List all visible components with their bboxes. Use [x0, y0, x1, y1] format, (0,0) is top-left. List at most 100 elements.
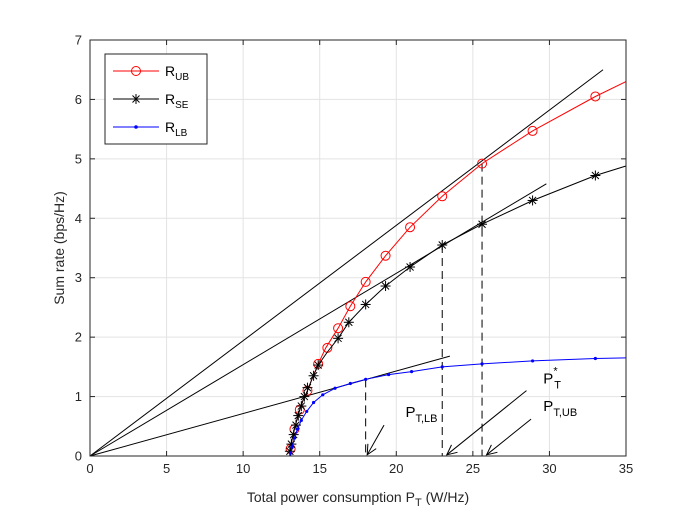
- marker-se-4: [293, 410, 304, 421]
- marker-se-17: [527, 195, 538, 206]
- marker-se-9-d2: [314, 361, 323, 369]
- y-tick-label-6: 6: [75, 92, 82, 107]
- x-tick-label-10: 10: [236, 461, 250, 476]
- marker-lb-11: [387, 372, 391, 377]
- plot-frame: [89, 39, 627, 457]
- label-pt-ub: PT,UB: [543, 398, 577, 419]
- marker-se-13-d2: [381, 282, 390, 290]
- x-tick-label-25: 25: [466, 461, 480, 476]
- label-pt-lb-main: P: [405, 404, 415, 421]
- arrow-se-head: [445, 444, 458, 456]
- legend-label-ub: RUB: [165, 63, 189, 83]
- y-tick-label-4: 4: [75, 211, 82, 226]
- label-pt-star-sub: T: [554, 379, 561, 391]
- marker-se-7: [302, 382, 313, 393]
- tangent-and-drop-lines: [89, 69, 604, 457]
- legend-label-se-sub: SE: [175, 100, 189, 111]
- marker-lb-7: [321, 393, 325, 397]
- marker-lb-10: [364, 377, 368, 381]
- arrow-ub-shaft: [486, 418, 532, 456]
- marker-lb-16: [593, 356, 597, 361]
- marker-ub-13: [527, 125, 538, 136]
- y-axis-label: Sum rate (bps/Hz): [51, 191, 67, 305]
- marker-ub-12: [477, 158, 488, 169]
- marker-lb-1: [290, 445, 294, 449]
- marker-se-14-d2: [406, 263, 414, 271]
- legend-marker-se: [131, 94, 141, 104]
- legend-entry-ub: RUB: [113, 63, 189, 83]
- arrow-se: [445, 390, 527, 456]
- marker-ub-9: [380, 250, 391, 261]
- marker-se-5-d2: [297, 402, 306, 410]
- marker-lb-13: [440, 365, 444, 369]
- arrow-lb-shaft: [366, 424, 385, 456]
- marker-se-16: [477, 219, 488, 230]
- arrow-lb: [366, 424, 385, 456]
- marker-se-15-d2: [438, 241, 447, 249]
- x-axis-label-tail: (W/Hz): [422, 489, 469, 505]
- x-tick-label-35: 35: [619, 461, 633, 476]
- legend-label-se: RSE: [165, 91, 189, 111]
- y-tick-label-5: 5: [75, 151, 82, 166]
- marker-se-6-d2: [300, 392, 309, 401]
- marker-lb-4: [299, 418, 303, 422]
- x-tick-label-5: 5: [163, 461, 170, 476]
- marker-se-18: [590, 170, 601, 181]
- marker-ub-6: [333, 323, 344, 334]
- label-pt-star-main: P: [543, 370, 553, 387]
- marker-lb-8: [333, 386, 337, 390]
- y-tick-label-3: 3: [75, 270, 82, 285]
- data-series: [284, 81, 627, 457]
- marker-lb-0: [289, 451, 293, 455]
- marker-lb-6: [311, 400, 316, 405]
- series-lb: [289, 356, 627, 457]
- marker-se-8: [308, 370, 319, 381]
- y-tick-label-7: 7: [75, 33, 82, 48]
- legend-label-ub-main: R: [165, 63, 175, 79]
- x-axis-label-main: Total power consumption P: [247, 489, 415, 505]
- marker-se-8-d2: [309, 371, 318, 380]
- x-tick-label-20: 20: [389, 461, 403, 476]
- marker-ub-10: [405, 222, 416, 233]
- marker-se-15: [437, 240, 448, 251]
- label-pt-ub-main: P: [543, 398, 553, 415]
- x-axis-ticks: 0 5 10 15 20 25 30 35: [86, 40, 633, 476]
- marker-se-10: [333, 333, 344, 344]
- marker-se-13: [380, 281, 391, 292]
- marker-se-3-d2: [292, 421, 300, 429]
- tangent-lb: [89, 355, 451, 457]
- legend-label-ub-sub: UB: [175, 72, 189, 83]
- marker-se-10-d2: [334, 334, 342, 343]
- marker-se-12: [360, 299, 371, 310]
- marker-se-12-d2: [361, 300, 370, 309]
- arrow-lb-head: [366, 443, 377, 456]
- legend-entry-se: RSE: [113, 91, 189, 111]
- marker-ub-7: [345, 301, 356, 312]
- annotation-arrows: [366, 390, 532, 456]
- label-pt-star: P* T: [543, 365, 561, 391]
- marker-ub-14: [590, 91, 601, 102]
- legend-label-lb-main: R: [165, 119, 175, 135]
- tangent-ub: [89, 69, 604, 457]
- y-tick-label-0: 0: [75, 449, 82, 464]
- x-tick-label-30: 30: [542, 461, 556, 476]
- x-tick-label-0: 0: [86, 461, 93, 476]
- label-pt-lb-sub: T,LB: [415, 413, 437, 425]
- marker-lb-2: [292, 436, 297, 440]
- marker-lb-9: [348, 381, 352, 386]
- marker-lb-12: [410, 370, 414, 374]
- marker-lb-15: [530, 359, 535, 363]
- marker-lb-14: [480, 362, 484, 366]
- legend-entry-lb: RLB: [113, 119, 188, 139]
- x-axis-label-sub: T: [415, 497, 422, 509]
- marker-lb-5: [305, 409, 309, 414]
- y-tick-label-2: 2: [75, 330, 82, 345]
- marker-ub-11: [437, 191, 448, 202]
- marker-se-5: [296, 401, 307, 412]
- marker-se-11: [343, 317, 354, 328]
- label-pt-star-sup: *: [553, 365, 558, 377]
- arrow-ub: [485, 418, 532, 456]
- legend-marker-ub: [131, 66, 141, 76]
